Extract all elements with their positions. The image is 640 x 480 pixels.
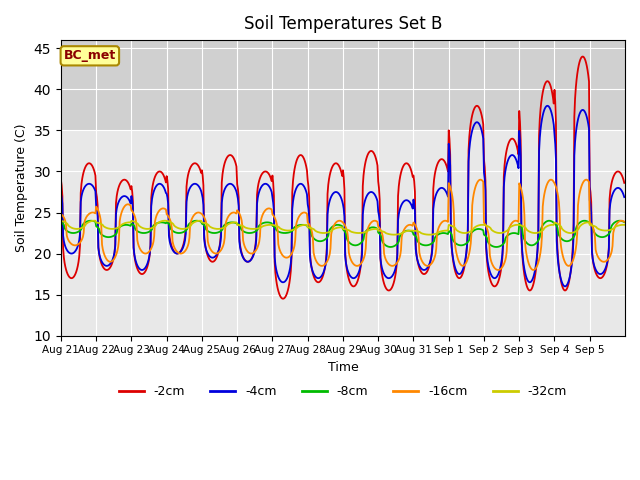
-32cm	[91, 218, 99, 224]
-32cm	[124, 220, 132, 226]
-8cm	[87, 218, 95, 224]
Line: -8cm: -8cm	[61, 221, 624, 247]
-32cm	[57, 218, 65, 224]
-8cm	[493, 244, 500, 250]
-16cm	[494, 267, 502, 273]
-16cm	[620, 219, 628, 225]
-4cm	[227, 181, 234, 187]
-2cm	[620, 180, 628, 186]
-2cm	[579, 54, 586, 60]
-4cm	[255, 192, 262, 197]
-2cm	[123, 178, 131, 184]
-32cm	[434, 230, 442, 236]
Text: BC_met: BC_met	[64, 49, 116, 62]
Line: -16cm: -16cm	[61, 180, 624, 270]
-4cm	[561, 284, 568, 289]
-2cm	[279, 296, 287, 301]
-2cm	[401, 161, 409, 167]
-16cm	[433, 246, 440, 252]
Y-axis label: Soil Temperature (C): Soil Temperature (C)	[15, 124, 28, 252]
-4cm	[57, 191, 65, 197]
-32cm	[390, 232, 398, 238]
-2cm	[227, 152, 234, 158]
-16cm	[123, 202, 131, 207]
-16cm	[255, 242, 262, 248]
-8cm	[620, 219, 628, 225]
-16cm	[57, 211, 65, 217]
-8cm	[57, 219, 65, 225]
-4cm	[433, 191, 440, 197]
-2cm	[57, 177, 65, 182]
-4cm	[401, 198, 408, 204]
-32cm	[255, 225, 263, 231]
-2cm	[276, 292, 284, 298]
-8cm	[227, 219, 235, 225]
Line: -4cm: -4cm	[61, 106, 624, 287]
X-axis label: Time: Time	[328, 361, 358, 374]
-32cm	[403, 228, 410, 234]
-16cm	[476, 177, 484, 182]
Line: -2cm: -2cm	[61, 57, 624, 299]
-32cm	[227, 220, 235, 226]
-8cm	[401, 228, 409, 234]
-2cm	[255, 181, 262, 187]
-8cm	[124, 222, 132, 228]
-16cm	[401, 226, 408, 232]
-8cm	[433, 232, 441, 238]
-4cm	[123, 194, 131, 200]
-16cm	[276, 247, 284, 253]
-32cm	[620, 222, 628, 228]
Title: Soil Temperatures Set B: Soil Temperatures Set B	[244, 15, 442, 33]
-2cm	[433, 163, 441, 168]
Legend: -2cm, -4cm, -8cm, -16cm, -32cm: -2cm, -4cm, -8cm, -16cm, -32cm	[114, 380, 572, 403]
-16cm	[227, 211, 234, 216]
Bar	[61, 131, 625, 336]
-32cm	[276, 226, 284, 231]
-4cm	[543, 103, 551, 108]
-8cm	[255, 223, 263, 228]
-4cm	[620, 194, 628, 200]
Bar	[61, 40, 625, 131]
Line: -32cm: -32cm	[61, 221, 624, 235]
-4cm	[276, 277, 284, 283]
-8cm	[276, 229, 284, 235]
